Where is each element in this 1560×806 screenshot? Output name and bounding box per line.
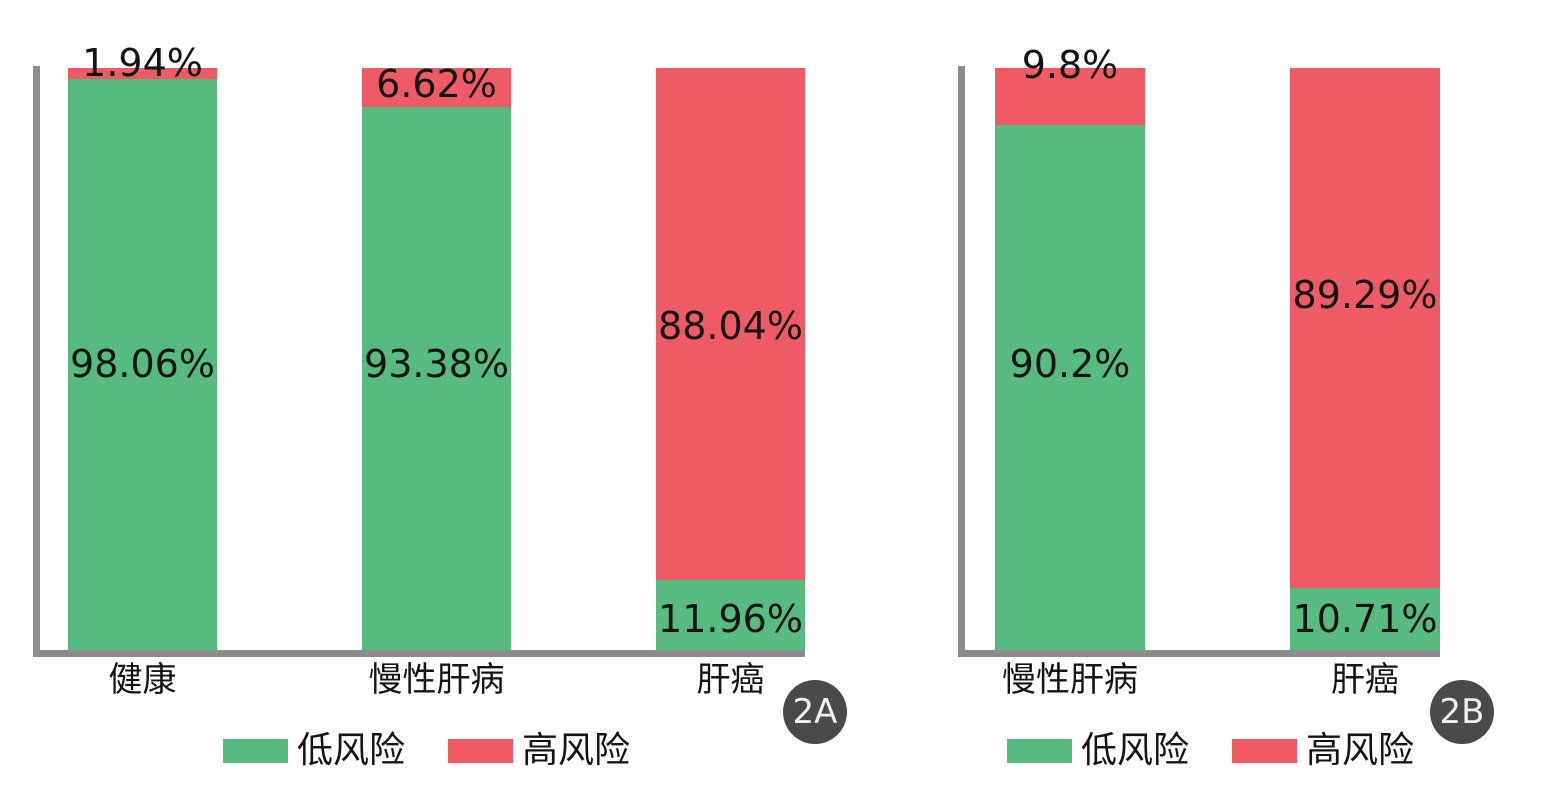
legend-item-high-risk: 高风险 [1232,729,1414,773]
category-label: 肝癌 [696,660,765,700]
legend-swatch-low-risk [1007,739,1072,763]
segment-value-label: 10.71% [1292,596,1438,641]
legend-item-low-risk: 低风险 [223,729,405,773]
bar-segment-low-risk [68,79,217,650]
x-axis-line [33,650,805,657]
segment-value-label: 98.06% [70,341,215,386]
bar-segment-high-risk [656,68,805,581]
segment-value-label: 6.62% [376,62,497,107]
y-axis-line [958,66,965,657]
bar-segment-low-risk [362,106,511,650]
panel-label-badge: 2A [783,680,847,744]
segment-value-label: 11.96% [658,596,803,641]
legend-label: 高风险 [522,730,631,771]
y-axis-line [33,66,40,657]
bar-segment-high-risk [1290,68,1440,588]
legend-label: 低风险 [1081,730,1190,771]
bar-segment-high-risk [362,68,511,107]
legend-swatch-low-risk [223,739,288,763]
bar-segment-low-risk [656,580,805,650]
category-label: 健康 [108,660,177,700]
segment-value-label: 9.8% [1021,43,1119,88]
category-label: 慢性肝病 [368,660,505,700]
legend-swatch-high-risk [1232,739,1297,763]
panel-label-badge: 2B [1430,680,1494,744]
category-label: 肝癌 [1331,660,1399,700]
bar-segment-high-risk [68,68,217,80]
segment-value-label: 89.29% [1292,273,1438,318]
legend-label: 低风险 [297,730,406,771]
legend-swatch-high-risk [448,739,513,763]
segment-value-label: 90.2% [1009,341,1131,386]
segment-value-label: 88.04% [658,304,803,349]
bar-segment-low-risk [995,125,1145,650]
legend-item-high-risk: 高风险 [448,729,630,773]
segment-value-label: 93.38% [364,341,509,386]
segment-value-label: 1.94% [82,41,203,86]
legend-item-low-risk: 低风险 [1007,729,1189,773]
bar-segment-high-risk [995,68,1145,126]
x-axis-line [958,650,1440,657]
legend-label: 高风险 [1306,730,1415,771]
category-label: 慢性肝病 [1002,660,1138,700]
bar-segment-low-risk [1290,587,1440,650]
